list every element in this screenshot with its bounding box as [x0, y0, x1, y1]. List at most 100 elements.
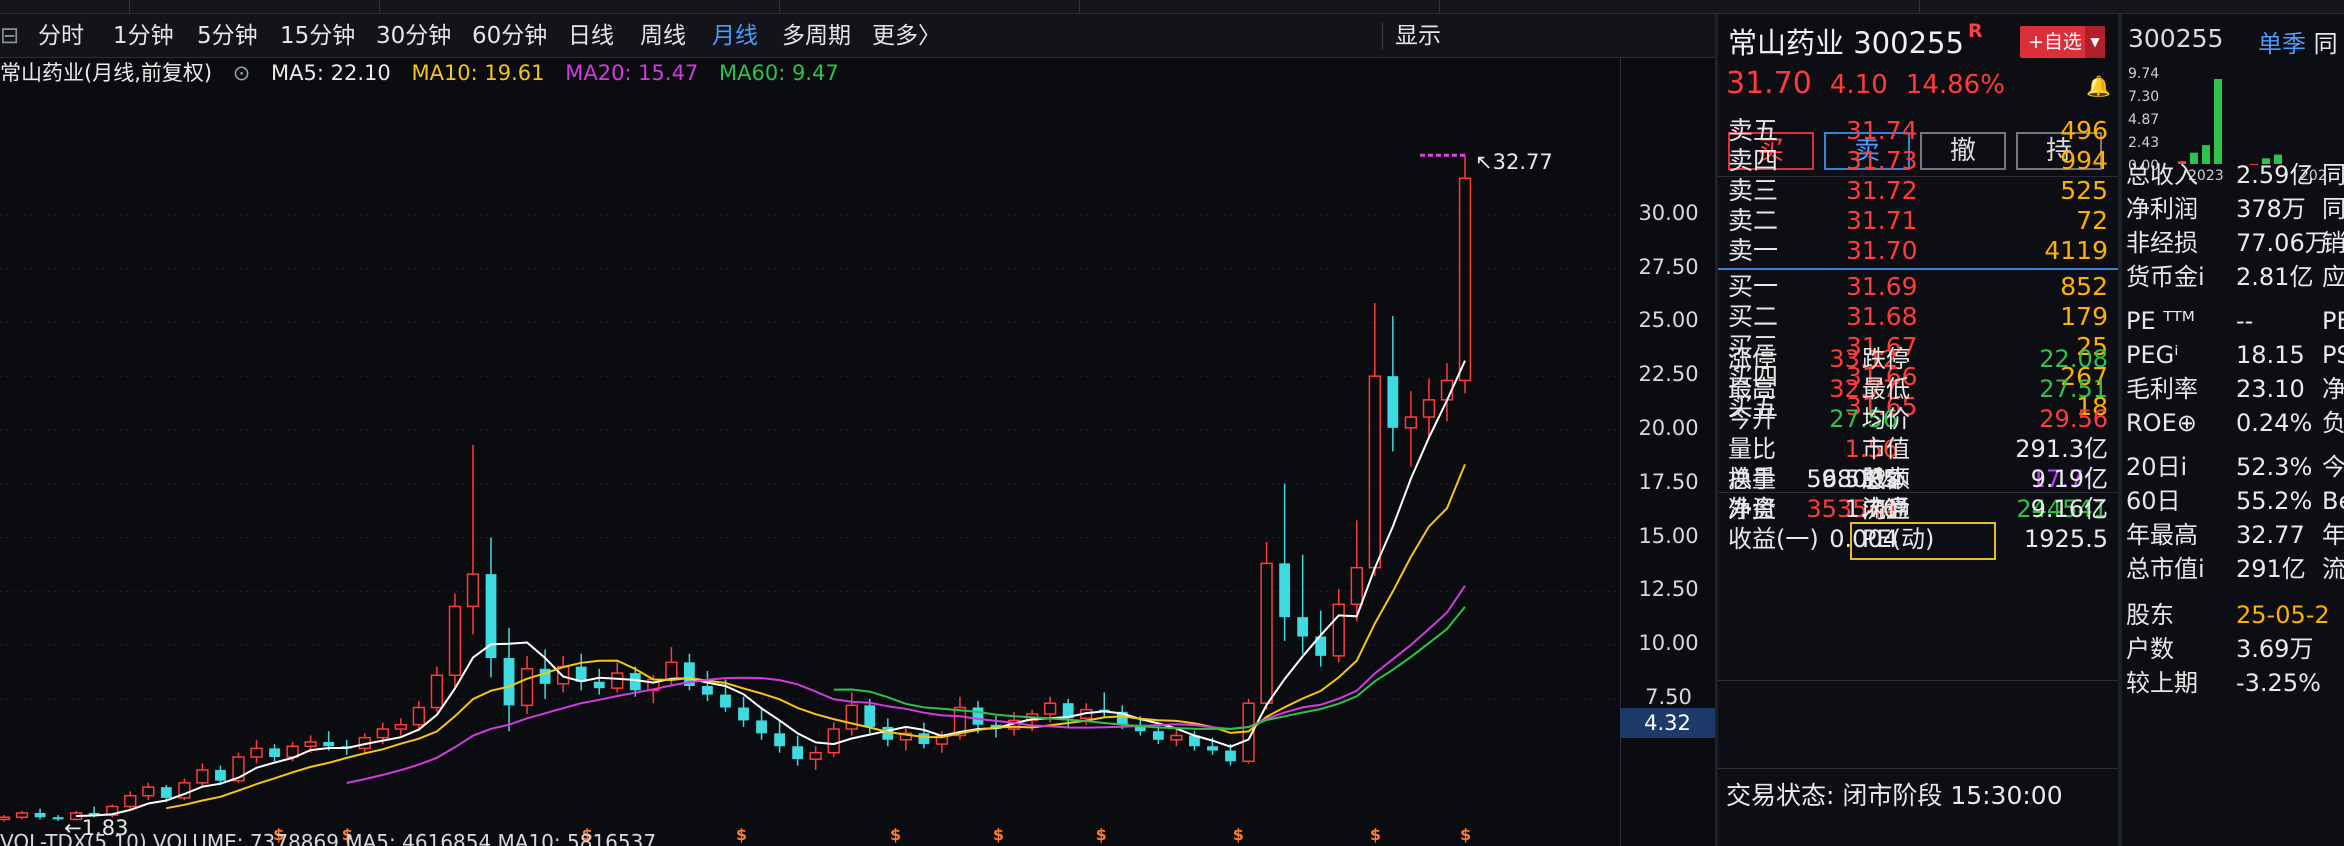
price-tick-label: 20.00	[1638, 415, 1699, 440]
ask-row[interactable]: 卖一 31.70 4119	[1728, 236, 2108, 266]
period-tab-multi[interactable]: 多周期	[782, 23, 851, 49]
holdings-button[interactable]: 持	[2016, 132, 2102, 170]
fin-season-tab[interactable]: 单季 同	[2258, 24, 2338, 59]
fin-row[interactable]: 股东 25-05-2	[2126, 598, 2344, 632]
candle-body	[1189, 735, 1200, 747]
candle-body	[1387, 376, 1399, 428]
candle-body	[539, 668, 551, 684]
period-tab-daily[interactable]: 日线	[568, 23, 614, 49]
ma20-value: MA20: 15.47	[565, 61, 699, 85]
fin-row[interactable]: 非经损 77.06万销	[2126, 226, 2344, 260]
cancel-order-button[interactable]: 撤	[1920, 132, 2006, 170]
ma5-value: MA5: 22.10	[271, 61, 391, 85]
bell-icon[interactable]: 🔔	[2086, 74, 2111, 98]
period-tab-weekly[interactable]: 周线	[640, 23, 686, 49]
ask-row[interactable]: 卖四 31.73 994	[1728, 146, 2108, 176]
stat-key: 换手	[1728, 465, 1776, 493]
add-favorite-button[interactable]: +自选 ▼	[2020, 26, 2105, 58]
fin-stock-code: 300255	[2128, 24, 2224, 53]
candle-body	[430, 674, 444, 709]
period-tab-5min[interactable]: 5分钟	[197, 23, 258, 49]
stat-left: 最高 32.77	[1728, 374, 1908, 404]
stat-value: 9.16亿	[2030, 495, 2108, 523]
ask-row[interactable]: 卖五 31.74 496	[1728, 116, 2108, 146]
fin-row[interactable]: 较上期 -3.25%	[2126, 666, 2344, 700]
order-level-label: 买五	[1728, 392, 1779, 421]
stat-value: 1.56	[1844, 435, 1898, 463]
candle-body	[215, 769, 226, 781]
tool-display-btn[interactable]: 显示	[1395, 23, 1441, 49]
kline-chart[interactable]: ↖32.77 ←1.83 $ $ $ $ $ $ $ $ $ $	[0, 58, 1620, 846]
fin-key: 20日i	[2126, 453, 2188, 481]
fin-key: 60日	[2126, 487, 2181, 515]
bid-row[interactable]: 买一 31.69 852	[1728, 272, 2108, 302]
period-tab-1min[interactable]: 1分钟	[113, 23, 174, 49]
period-tab-30min[interactable]: 30分钟	[376, 23, 452, 49]
fin-tail: 年	[2322, 521, 2344, 549]
fin-row[interactable]: 货币金i 2.81亿应	[2126, 260, 2344, 294]
stat-right: 均价 29.56	[1862, 404, 2108, 434]
fin-tail: 流	[2322, 555, 2344, 583]
order-level-label: 买二	[1728, 302, 1779, 331]
sell-button[interactable]: 卖	[1824, 132, 1910, 170]
period-tab-more[interactable]: 更多〉	[872, 23, 941, 49]
order-volume: 852	[2060, 272, 2108, 301]
panel-divider[interactable]	[2118, 14, 2122, 846]
stat-value: 1925.5	[2024, 525, 2108, 553]
fin-row[interactable]: 年最高 32.77 年	[2126, 518, 2344, 552]
fin-row[interactable]: 总收入 2.59亿同	[2126, 158, 2344, 192]
panel-divider[interactable]	[1715, 14, 1718, 846]
trade-status: 交易状态: 闭市阶段 15:30:00	[1726, 781, 2063, 810]
bid-row[interactable]: 买五 31.65 18	[1728, 392, 2108, 422]
buy-button[interactable]: 买	[1728, 132, 1814, 170]
bar-axis-label: 9.74	[2128, 66, 2159, 82]
fin-row[interactable]: 20日i 52.3% 今	[2126, 450, 2344, 484]
ask-row[interactable]: 卖三 31.72 525	[1728, 176, 2108, 206]
fin-row[interactable]: PEGⁱ 18.15 PS	[2126, 338, 2344, 372]
price-tick-label: 17.50	[1638, 469, 1699, 494]
fin-value: 0.24%	[2236, 409, 2313, 437]
fin-row[interactable]: PE ᵀᵀᴹ -- PE	[2126, 304, 2344, 338]
period-tab-15min[interactable]: 15分钟	[280, 23, 356, 49]
candle-body	[1225, 750, 1236, 762]
order-price: 31.67	[1846, 332, 1918, 361]
bid-row[interactable]: 买二 31.68 179	[1728, 302, 2108, 332]
fin-value: 291亿	[2236, 555, 2306, 583]
chevron-down-icon[interactable]: ▼	[2085, 26, 2105, 58]
order-level-label: 卖五	[1728, 116, 1779, 145]
buy-signal-marker: $	[890, 825, 901, 844]
price-tick-label: 27.50	[1638, 254, 1699, 279]
stat-right: 跌停 22.08	[1862, 344, 2108, 374]
period-tab-60min[interactable]: 60分钟	[472, 23, 548, 49]
bid-row[interactable]: 买三 31.67 25	[1728, 332, 2108, 362]
period-tab-monthly[interactable]: 月线	[712, 23, 758, 49]
fin-row[interactable]: ROE⊕ 0.24% 负	[2126, 406, 2344, 440]
price-tick-label: 25.00	[1638, 308, 1699, 333]
ma5-line	[76, 360, 1466, 817]
stat-value: 9.19亿	[2030, 465, 2108, 493]
stat-key: 今开	[1728, 405, 1776, 433]
fin-row[interactable]: 净利润 378万同	[2126, 192, 2344, 226]
buy-signal-marker: $	[1460, 825, 1471, 844]
stat-value: 27.51	[2039, 375, 2108, 403]
stat-right: 流通 9.16亿	[1862, 494, 2108, 524]
ma10-value: MA10: 19.61	[411, 61, 545, 85]
panel-toggle-icon[interactable]: ⊟	[0, 23, 20, 49]
candle-body	[1422, 399, 1436, 418]
period-tab-intraday[interactable]: 分时	[38, 23, 84, 49]
bid-row[interactable]: 买四 31.66 267	[1728, 362, 2108, 392]
stat-value: 598085	[1806, 465, 1898, 493]
fin-row[interactable]: 总市值i 291亿流	[2126, 552, 2344, 586]
fin-row[interactable]: 60日 55.2% Be	[2126, 484, 2344, 518]
chart-settings-icon[interactable]: ⊙	[232, 61, 251, 85]
fin-row[interactable]: 毛利率 23.10 净	[2126, 372, 2344, 406]
fin-key: 总收入	[2126, 161, 2198, 189]
candle-body	[269, 748, 280, 757]
order-volume: 525	[2060, 176, 2108, 205]
profit-bar	[2202, 145, 2210, 164]
stat-key: 最高	[1728, 375, 1776, 403]
fin-row[interactable]: 户数 3.69万	[2126, 632, 2344, 666]
candle-body	[1207, 746, 1218, 751]
ask-row[interactable]: 卖二 31.71 72	[1728, 206, 2108, 236]
candle-body	[738, 707, 749, 721]
